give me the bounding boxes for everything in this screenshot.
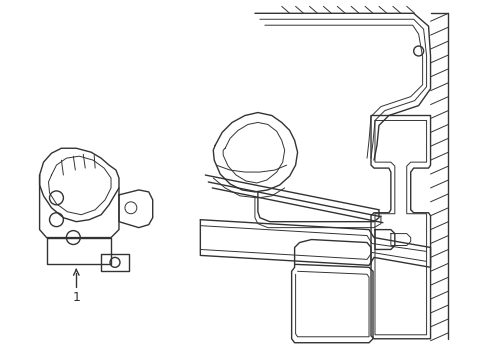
Text: 1: 1: [72, 291, 80, 304]
